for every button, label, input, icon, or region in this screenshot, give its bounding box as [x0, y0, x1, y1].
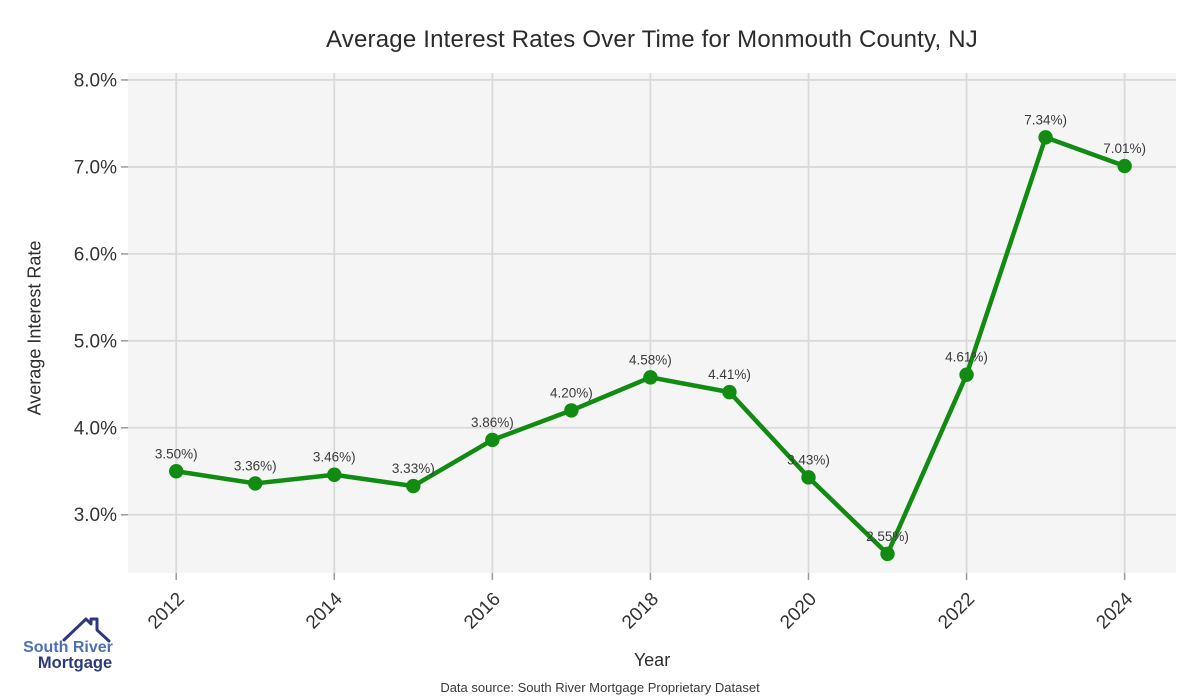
- data-point: [880, 546, 895, 562]
- data-point-label: 3.50%): [155, 446, 198, 461]
- logo-text-line2: Mortgage: [37, 654, 113, 672]
- data-point-label: 3.43%): [787, 452, 830, 467]
- data-point: [1117, 158, 1132, 174]
- house-roof-icon: [62, 617, 111, 643]
- data-point: [564, 403, 579, 418]
- data-point-label: 7.34%): [1024, 112, 1067, 127]
- x-tick-label: 2022: [934, 589, 979, 634]
- y-tick-label: 5.0%: [74, 331, 117, 352]
- y-tick-label: 4.0%: [74, 418, 117, 439]
- data-point-label: 4.58%): [629, 352, 672, 367]
- x-tick-label: 2016: [460, 589, 505, 634]
- y-tick-label: 3.0%: [74, 505, 117, 526]
- data-point: [722, 384, 737, 400]
- data-point-label: 3.36%): [234, 458, 277, 473]
- x-tick-label: 2012: [144, 589, 189, 634]
- chart-title: Average Interest Rates Over Time for Mon…: [326, 26, 978, 53]
- y-tick-label: 7.0%: [74, 157, 117, 178]
- x-tick-label: 2018: [618, 589, 663, 634]
- x-tick-label: 2020: [776, 589, 821, 634]
- data-point: [485, 432, 500, 448]
- data-point: [406, 478, 421, 494]
- south-river-mortgage-logo: South River Mortgage: [20, 616, 116, 671]
- data-point-label: 4.61%): [945, 350, 988, 365]
- y-tick-label: 6.0%: [74, 244, 117, 265]
- data-point-label: 7.01%): [1103, 141, 1146, 156]
- plot-panel: [128, 73, 1176, 573]
- data-point-label: 4.41%): [708, 367, 751, 382]
- data-point: [643, 370, 658, 385]
- x-axis-title: Year: [633, 650, 671, 670]
- data-point-label: 2.55%): [866, 529, 909, 544]
- data-point: [327, 467, 342, 482]
- data-point-label: 3.46%): [313, 450, 356, 465]
- data-point-label: 3.33%): [392, 461, 435, 476]
- x-tick-label: 2024: [1092, 588, 1137, 633]
- data-point-label: 3.86%): [471, 415, 514, 430]
- data-source-caption: Data source: South River Mortgage Propri…: [440, 680, 760, 695]
- logo-text-line1: South River: [23, 639, 113, 656]
- data-point: [248, 476, 263, 491]
- data-point: [1038, 130, 1053, 145]
- data-point: [169, 464, 184, 479]
- data-point-label: 4.20%): [550, 385, 593, 400]
- data-point: [959, 367, 974, 382]
- x-tick-label: 2014: [302, 588, 347, 633]
- data-point: [801, 470, 816, 485]
- y-tick-label: 8.0%: [74, 70, 117, 91]
